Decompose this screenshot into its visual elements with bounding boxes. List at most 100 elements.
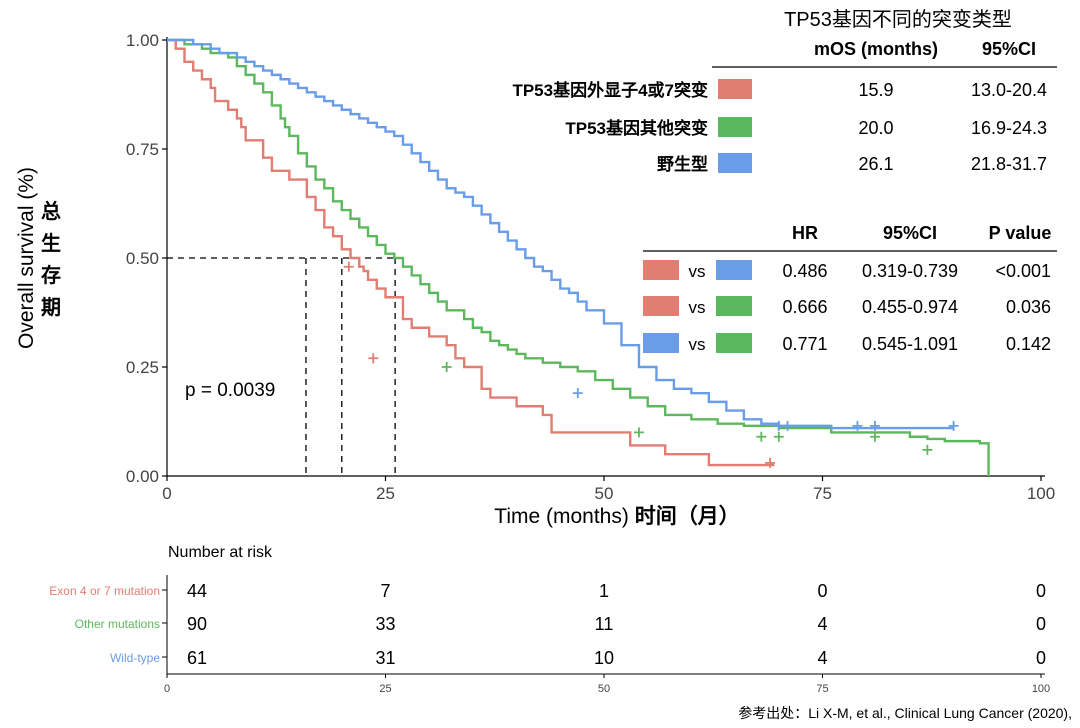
legend-color-swatch: [718, 117, 752, 137]
risk-x-tick-label: 50: [598, 683, 610, 695]
hr-color-swatch: [716, 260, 752, 280]
risk-count: 44: [187, 581, 207, 601]
x-axis-title-en: Time (months): [494, 505, 629, 528]
legend-row-mos: 15.9: [858, 80, 893, 100]
legend-table: TP53基因不同的突变类型 mOS (months) 95%CI TP53基因外…: [512, 8, 1057, 174]
risk-row-label: Wild-type: [110, 651, 160, 665]
risk-count: 0: [1036, 614, 1046, 634]
legend-table-title: TP53基因不同的突变类型: [784, 8, 1012, 31]
hr-row-p: 0.142: [1006, 334, 1051, 354]
risk-count: 10: [594, 648, 614, 668]
censor-mark: [782, 420, 793, 431]
hr-row-ci: 0.545-1.091: [862, 334, 958, 354]
hr-vs-label: vs: [689, 262, 706, 281]
risk-count: 33: [375, 614, 395, 634]
censor-mark: [765, 457, 776, 468]
hr-col-hr: HR: [792, 223, 818, 243]
risk-count: 7: [380, 581, 390, 601]
censor-mark: [773, 420, 784, 431]
source-citation: 参考出处：Li X-M, et al., Clinical Lung Cance…: [738, 705, 1072, 721]
risk-row-label: Other mutations: [75, 617, 160, 631]
censor-mark: [343, 261, 354, 272]
x-tick-label: 75: [813, 484, 832, 503]
y-axis-title-cn: 总 生 存 期: [41, 199, 61, 319]
censor-mark: [368, 353, 379, 364]
risk-table-title: Number at risk: [168, 544, 273, 561]
x-axis-title: Time (months) 时间（月）: [494, 504, 739, 528]
hr-color-swatch: [716, 333, 752, 353]
hr-color-swatch: [716, 296, 752, 316]
risk-count: 1: [599, 581, 609, 601]
hr-row-value: 0.666: [782, 297, 827, 317]
x-tick-label: 100: [1027, 484, 1055, 503]
legend-color-swatch: [718, 79, 752, 99]
legend-col-mos: mOS (months): [814, 39, 938, 59]
legend-row-mos: 26.1: [858, 154, 893, 174]
risk-table: Number at risk Exon 4 or 7 mutation 44 7 1 0…: [49, 544, 1050, 695]
hr-col-p: P value: [989, 223, 1052, 243]
y-axis-title: Overall survival (%): [15, 167, 38, 349]
legend-row-label: TP53基因其他突变: [565, 118, 708, 138]
hr-color-swatch: [643, 333, 679, 353]
censor-mark: [633, 427, 644, 438]
censor-mark: [756, 431, 767, 442]
censor-mark: [869, 431, 880, 442]
risk-count: 90: [187, 614, 207, 634]
legend-col-ci: 95%CI: [982, 39, 1036, 59]
survival-curve: [167, 38, 990, 476]
x-tick-label: 50: [595, 484, 614, 503]
y-axis-title-cn-char: 总: [41, 199, 61, 223]
censor-mark: [922, 444, 933, 455]
hr-row-value: 0.771: [782, 334, 827, 354]
risk-count: 0: [817, 581, 827, 601]
hr-table: HR 95%CI P value vs 0.486 0.319-0.739 <0.00…: [643, 223, 1057, 354]
risk-row-label: Exon 4 or 7 mutation: [49, 584, 160, 598]
censor-mark: [948, 420, 959, 431]
risk-x-tick-label: 25: [379, 683, 391, 695]
hr-vs-label: vs: [689, 298, 706, 317]
risk-x-tick-label: 75: [816, 683, 828, 695]
risk-count: 11: [595, 614, 614, 634]
x-tick-label: 25: [376, 484, 395, 503]
risk-count: 4: [817, 614, 827, 634]
legend-row-mos: 20.0: [858, 118, 893, 138]
survival-curve: [167, 38, 954, 430]
y-axis-title-cn-char: 存: [41, 263, 61, 287]
legend-row-ci: 21.8-31.7: [971, 154, 1047, 174]
censor-mark: [572, 388, 583, 399]
y-tick-label: 0.50: [126, 249, 159, 268]
hr-rows: vs 0.486 0.319-0.739 <0.001 vs 0.666 0.455-0.9…: [643, 260, 1051, 354]
risk-count: 0: [1036, 648, 1046, 668]
hr-row-ci: 0.319-0.739: [862, 261, 958, 281]
x-tick-label: 0: [162, 484, 171, 503]
censor-mark: [773, 431, 784, 442]
censor-mark: [869, 420, 880, 431]
y-axis-title-cn-char: 生: [41, 232, 61, 255]
legend-color-swatch: [718, 153, 752, 173]
risk-x-ticks: 0 25 50 75 100: [164, 674, 1050, 695]
hr-row-p: <0.001: [995, 261, 1051, 281]
y-tick-label: 0.75: [126, 140, 159, 159]
y-axis: 0.00 0.25 0.50 0.75 1.00: [126, 31, 168, 486]
hr-vs-label: vs: [689, 335, 706, 354]
risk-count: 61: [187, 648, 207, 668]
hr-row-value: 0.486: [782, 261, 827, 281]
legend-row-ci: 13.0-20.4: [971, 80, 1047, 100]
y-tick-label: 0.25: [126, 358, 159, 377]
hr-color-swatch: [643, 260, 679, 280]
median-reference-lines: [167, 257, 396, 476]
risk-x-tick-label: 0: [164, 683, 170, 695]
x-axis-ticks: 0 25 50 75 100: [162, 476, 1055, 503]
hr-color-swatch: [643, 296, 679, 316]
censor-mark: [441, 362, 452, 372]
survival-curve: [167, 38, 775, 467]
y-tick-label: 1.00: [126, 31, 159, 50]
hr-col-ci: 95%CI: [883, 223, 937, 243]
y-tick-label: 0.00: [126, 467, 159, 486]
legend-row-label: 野生型: [657, 154, 708, 174]
y-axis-ticks: 0.00 0.25 0.50 0.75 1.00: [126, 31, 167, 486]
survival-curves: [167, 38, 990, 476]
legend-row-ci: 16.9-24.3: [971, 118, 1047, 138]
risk-x-tick-label: 100: [1032, 683, 1050, 695]
